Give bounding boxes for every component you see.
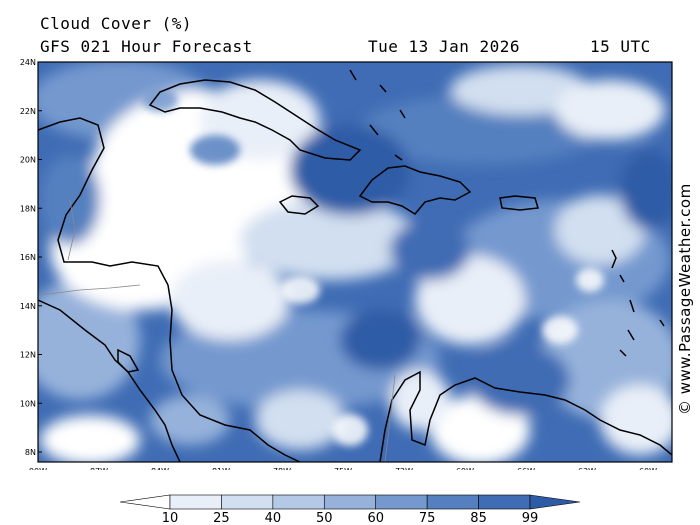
lon-label: 75W — [334, 467, 352, 470]
lon-label: 84W — [151, 467, 169, 470]
colorbar-tick-label: 60 — [367, 511, 384, 525]
lat-label: 24N — [20, 58, 36, 67]
colorbar-segment — [221, 494, 274, 510]
borders — [39, 199, 396, 462]
lon-label: 69W — [456, 467, 474, 470]
map-frame — [37, 61, 673, 463]
lon-label: 66W — [517, 467, 535, 470]
svg-text:© www.PassageWeather.com: © www.PassageWeather.com — [676, 183, 694, 415]
lon-label: 72W — [395, 467, 413, 470]
lon-label: 87W — [90, 467, 108, 470]
colorbar-tick-label: 50 — [316, 511, 333, 525]
lat-label: 22N — [20, 107, 36, 116]
colorbar-high-arrow — [529, 494, 581, 510]
coastlines — [38, 69, 672, 462]
colorbar-segment — [272, 494, 325, 510]
cloud-cover-map: 24N 22N 20N 18N 16N 14N 12N 10N 8N 90W 87W 84W 81W 7… — [20, 58, 673, 470]
lon-label: 90W — [29, 467, 47, 470]
colorbar-segment — [169, 494, 222, 510]
colorbar-tick-label: 25 — [213, 511, 230, 525]
colorbar-tick-label: 10 — [162, 511, 179, 525]
latitude-labels: 24N 22N 20N 18N 16N 14N 12N 10N 8N — [20, 58, 42, 457]
colorbar-tick-label: 40 — [265, 511, 282, 525]
lat-label: 12N — [20, 351, 36, 360]
valid-time: 15 UTC — [590, 37, 651, 56]
credit-text: © www.PassageWeather.com — [676, 183, 694, 415]
colorbar-segment — [323, 494, 377, 510]
colorbar-low-arrow — [119, 494, 171, 510]
lat-label: 20N — [20, 156, 36, 165]
lat-label: 18N — [20, 204, 36, 213]
lat-label: 14N — [20, 302, 36, 311]
map-title: Cloud Cover (%) — [40, 14, 192, 33]
lat-label: 16N — [20, 253, 36, 262]
colorbar-tick-label: 99 — [522, 511, 539, 525]
colorbar-tick-label: 85 — [470, 511, 487, 525]
colorbar-segment — [375, 494, 428, 510]
lon-label: 81W — [212, 467, 230, 470]
longitude-labels: 90W 87W 84W 81W 78W 75W 72W 69W 66W 63W 60W — [29, 467, 657, 470]
lon-label: 78W — [273, 467, 291, 470]
valid-date: Tue 13 Jan 2026 — [368, 37, 520, 56]
colorbar-tick-label: 75 — [419, 511, 436, 525]
lon-label: 63W — [578, 467, 596, 470]
lat-label: 10N — [20, 399, 36, 408]
lat-label: 8N — [25, 448, 36, 457]
lon-label: 60W — [639, 467, 657, 470]
colorbar-segment — [478, 494, 531, 510]
forecast-subtitle: GFS 021 Hour Forecast — [40, 37, 253, 56]
cloud-field — [38, 62, 672, 462]
colorbar-segment — [426, 494, 479, 510]
